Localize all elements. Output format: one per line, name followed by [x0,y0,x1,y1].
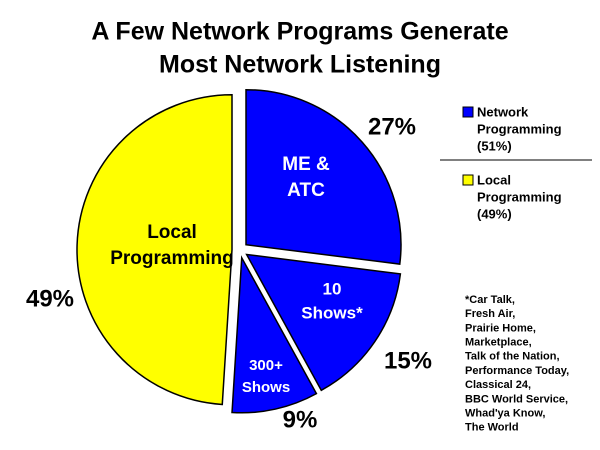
chart-title: Most Network Listening [159,51,441,79]
value-label: 27% [368,113,416,140]
legend-swatch [462,174,474,186]
slice-label: Local [147,222,197,243]
pie-slice [76,93,233,406]
footnote: Talk of the Nation, [465,351,560,363]
value-label: 9% [283,406,318,433]
legend-label: (49%) [477,206,512,221]
footnote: Classical 24, [465,379,531,391]
legend-label: Local [477,172,511,187]
slice-label: Shows [242,379,290,396]
pie-slice [245,253,402,392]
legend-label: (51%) [477,138,512,153]
footnote: Prairie Home, [465,322,536,334]
slice-label: 10 [323,279,342,298]
value-label: 15% [384,347,432,374]
footnote: Whad'ya Know, [465,408,545,420]
value-label: 49% [26,285,74,312]
legend-label: Network [477,104,529,119]
pie-slice [245,88,402,265]
footnote: Marketplace, [465,337,532,349]
legend-label: Programming [477,121,562,136]
slice-label: ATC [287,180,325,201]
slice-label: Programming [110,248,234,269]
pie-slice [231,255,318,414]
slice-label: ME & [282,154,330,175]
footnote: BBC World Service, [465,393,568,405]
slice-label: Shows* [301,303,363,322]
footnote: The World [465,422,519,434]
footnote: *Car Talk, [465,294,515,306]
slice-label: 300+ [249,357,283,374]
legend-swatch [462,106,474,118]
footnote: Fresh Air, [465,308,515,320]
legend-label: Programming [477,189,562,204]
chart-title: A Few Network Programs Generate [91,18,508,46]
footnote: Performance Today, [465,365,569,377]
